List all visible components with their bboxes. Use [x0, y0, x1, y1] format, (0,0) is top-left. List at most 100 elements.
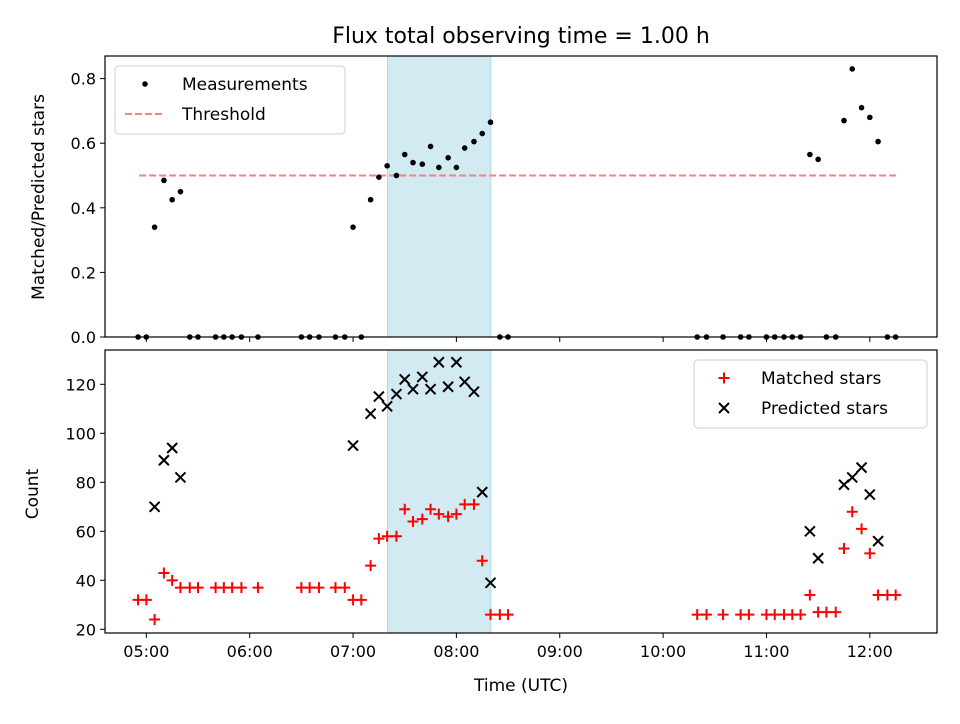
legend-label: Threshold: [181, 105, 266, 125]
matched-star-point: [743, 609, 755, 621]
matched-star-point: [890, 589, 902, 601]
measurement-point: [471, 138, 477, 145]
matched-star-point: [872, 589, 884, 601]
matched-star-point: [313, 582, 325, 594]
matched-star-point: [174, 582, 186, 594]
measurement-point: [393, 172, 400, 179]
bottom-axes-frame: [104, 349, 938, 634]
predicted-star-point: [148, 501, 161, 513]
measurement-point: [875, 138, 881, 145]
x-tick-label: 06:00: [227, 642, 273, 661]
measurement-point: [815, 156, 821, 163]
top-panel: 0.0 0.2 0.4 0.6 0.8 Measurements Threshold: [71, 55, 938, 347]
matched-star-point: [450, 508, 462, 520]
predicted-star-point: [433, 356, 445, 368]
predicted-star-point: [458, 376, 471, 388]
matched-star-point: [425, 503, 437, 515]
matched-star-point: [158, 567, 170, 579]
chart-title: Flux total observing time = 1.00 h: [332, 24, 710, 49]
measurement-point: [453, 164, 460, 171]
matched-star-point: [365, 560, 377, 572]
matched-star-point: [149, 614, 161, 626]
bottom-legend: Matched stars Predicted stars: [693, 359, 928, 429]
matched-star-point: [442, 511, 454, 523]
matched-star-point: [407, 516, 419, 528]
matched-star-point: [329, 582, 341, 594]
measurement-point: [479, 130, 486, 137]
bottom-y-tick-label: 60: [76, 522, 96, 541]
matched-star-point: [717, 609, 729, 621]
measurement-point: [151, 224, 158, 230]
matched-star-point: [235, 582, 247, 594]
bottom-y-tick-label: 40: [76, 571, 96, 590]
predicted-star-point: [846, 471, 858, 484]
measurement-point: [161, 177, 167, 184]
matched-star-point: [252, 582, 264, 594]
bottom-y-tick-label: 120: [65, 375, 96, 394]
predicted-star-point: [812, 552, 824, 564]
legend-label: Predicted stars: [761, 399, 888, 419]
predicted-star-point: [381, 400, 393, 413]
predicted-star-point: [804, 525, 816, 538]
x-tick-label: 08:00: [433, 642, 479, 661]
matched-star-point: [485, 609, 497, 621]
predicted-star-point: [399, 373, 411, 386]
legend-label: Measurements: [182, 75, 308, 95]
matched-star-point: [390, 530, 402, 542]
x-tick-label: 12:00: [847, 642, 893, 661]
matched-star-point: [381, 530, 393, 542]
predicted-star-point: [872, 535, 884, 547]
matched-star-point: [399, 503, 411, 515]
predicted-star-point: [390, 388, 403, 400]
predicted-star-point: [174, 471, 187, 484]
predicted-star-point: [484, 577, 497, 589]
matched-star-point: [476, 555, 488, 567]
bottom-y-axis-label: Count: [23, 468, 43, 519]
measurement-point: [169, 196, 175, 203]
top-y-tick-label: 0.0: [71, 328, 96, 347]
top-legend: Measurements Threshold: [114, 65, 346, 135]
measurement-point: [445, 154, 451, 161]
measurement-point: [461, 145, 468, 151]
matched-star-point: [864, 547, 876, 559]
bottom-y-tick-label: 100: [65, 424, 96, 443]
matched-star-point: [166, 574, 178, 586]
top-y-axis-label: Matched/Predicted stars: [29, 94, 49, 300]
measurement-point: [487, 119, 494, 126]
predicted-star-point: [424, 383, 437, 395]
measurement-point: [177, 188, 184, 195]
matched-star-point: [820, 606, 832, 618]
matched-star-point: [502, 609, 514, 621]
predicted-star-point: [476, 486, 488, 498]
measurement-point: [384, 163, 390, 169]
bottom-y-tick-label: 20: [76, 620, 96, 639]
matched-star-point: [701, 609, 713, 621]
matched-star-point: [416, 513, 428, 525]
matched-star-point: [846, 506, 858, 518]
x-tick-label: 07:00: [330, 642, 376, 661]
measurement-point: [807, 151, 813, 158]
predicted-star-point: [416, 371, 429, 383]
x-axis-label: Time (UTC): [473, 676, 568, 696]
measurement-point: [849, 66, 856, 72]
matched-star-point: [830, 606, 842, 618]
matched-star-point: [433, 508, 445, 520]
bottom-highlight-span: [386, 349, 492, 634]
matched-star-point: [468, 498, 480, 510]
predicted-star-point: [855, 461, 868, 474]
matched-star-point: [795, 609, 807, 621]
matched-star-point: [373, 533, 385, 545]
matched-star-point: [226, 582, 238, 594]
measurement-point: [401, 151, 408, 158]
matched-star-point: [459, 498, 471, 510]
predicted-star-point: [373, 390, 385, 403]
matched-star-point: [140, 594, 152, 606]
predicted-star-point: [158, 454, 170, 466]
measurement-point: [419, 161, 426, 168]
measurement-point: [841, 117, 847, 124]
top-y-tick-label: 0.6: [71, 134, 96, 153]
bottom-panel: 05:00 06:00 07:00 08:00 09:00 10:00 11:00 12:00…: [65, 349, 938, 661]
matched-star-point: [355, 594, 367, 606]
bottom-y-tick-label: 80: [76, 473, 96, 492]
